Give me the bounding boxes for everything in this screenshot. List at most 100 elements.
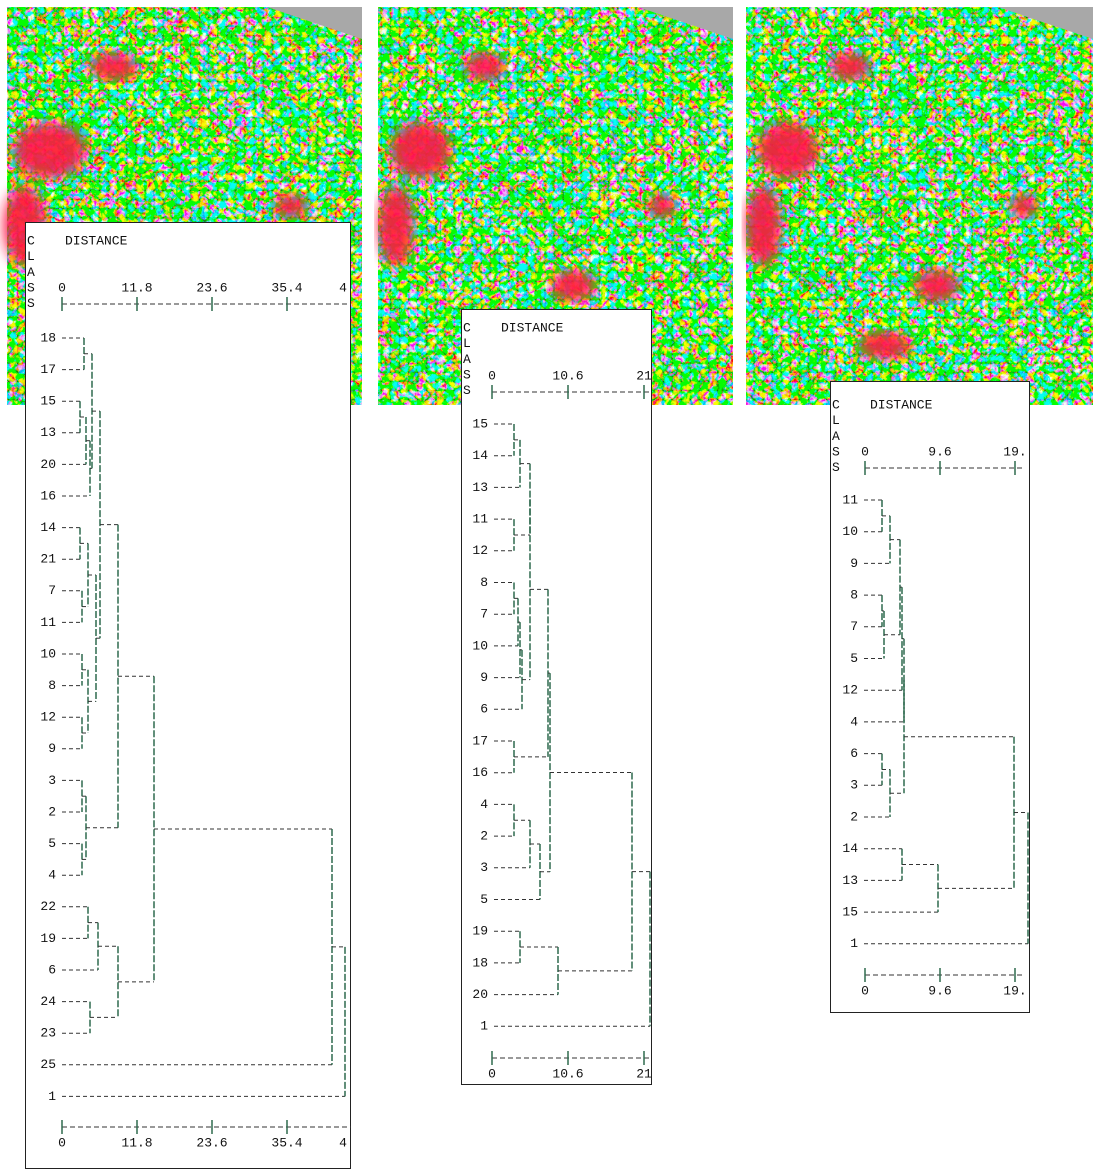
distance-title: DISTANCE <box>65 233 128 248</box>
class-letter: L <box>27 249 35 264</box>
class-letter: C <box>832 397 840 412</box>
axis-tick-label: 10.6 <box>552 368 583 383</box>
class-label: 4 <box>480 797 488 812</box>
class-label: 20 <box>472 987 488 1002</box>
class-label: 14 <box>842 841 858 856</box>
axis-tick-label: 9.6 <box>928 983 951 998</box>
axis-tick-label: 21 <box>636 368 652 383</box>
axis-tick-label: 4 <box>339 280 347 295</box>
class-label: 1 <box>480 1019 488 1034</box>
axis-tick-label: 19. <box>1003 444 1026 459</box>
distance-title: DISTANCE <box>870 397 933 412</box>
class-letter: S <box>463 368 471 383</box>
class-label: 14 <box>40 520 56 535</box>
axis-tick-label: 0 <box>861 983 869 998</box>
class-label: 9 <box>850 556 858 571</box>
class-label: 15 <box>40 394 56 409</box>
red-region <box>1010 194 1038 218</box>
class-label: 17 <box>472 733 488 748</box>
class-letter: S <box>27 296 35 311</box>
axis-tick-label: 23.6 <box>196 1135 227 1150</box>
class-label: 5 <box>850 651 858 666</box>
class-label: 9 <box>48 741 56 756</box>
class-letter: S <box>463 383 471 398</box>
class-label: 11 <box>40 615 56 630</box>
class-label: 19 <box>472 924 488 939</box>
class-letter: A <box>27 265 35 280</box>
axis-tick-label: 9.6 <box>928 444 951 459</box>
class-label: 3 <box>48 773 56 788</box>
red-region <box>551 270 595 302</box>
class-label: 10 <box>40 646 56 661</box>
class-letter: L <box>463 336 471 351</box>
window-frame <box>831 382 1030 1013</box>
class-letter: A <box>463 352 471 367</box>
class-label: 4 <box>48 868 56 883</box>
red-region <box>648 194 676 218</box>
axis-tick-label: 11.8 <box>121 280 152 295</box>
class-label: 23 <box>40 1026 56 1041</box>
class-label: 1 <box>850 936 858 951</box>
class-label: 9 <box>480 670 488 685</box>
class-letter: A <box>832 429 840 444</box>
class-label: 17 <box>40 362 56 377</box>
class-letter: L <box>832 413 840 428</box>
red-region <box>90 53 138 81</box>
class-label: 11 <box>472 512 488 527</box>
screenshot: CLASSDISTANCE011.823.635.44011.823.635.4… <box>0 0 1094 1169</box>
class-label: 3 <box>850 778 858 793</box>
class-label: 12 <box>842 683 858 698</box>
class-letter: S <box>832 445 840 460</box>
class-label: 13 <box>842 873 858 888</box>
red-region <box>391 122 451 178</box>
class-letter: C <box>463 320 471 335</box>
class-label: 22 <box>40 899 56 914</box>
class-letter: S <box>27 281 35 296</box>
axis-tick-label: 35.4 <box>271 280 302 295</box>
class-label: 1 <box>48 1089 56 1104</box>
red-region <box>465 53 505 81</box>
class-label: 15 <box>472 416 488 431</box>
red-region <box>274 194 308 218</box>
class-label: 13 <box>40 425 56 440</box>
class-label: 12 <box>40 710 56 725</box>
class-label: 7 <box>480 607 488 622</box>
class-label: 2 <box>850 809 858 824</box>
class-label: 18 <box>472 955 488 970</box>
class-label: 5 <box>480 892 488 907</box>
class-label: 25 <box>40 1057 56 1072</box>
class-label: 16 <box>40 488 56 503</box>
class-label: 14 <box>472 448 488 463</box>
class-label: 10 <box>472 638 488 653</box>
axis-tick-label: 4 <box>339 1135 347 1150</box>
axis-tick-label: 23.6 <box>196 280 227 295</box>
class-label: 13 <box>472 480 488 495</box>
class-label: 15 <box>842 905 858 920</box>
dendrogram-window: CLASSDISTANCE09.619.09.619.1110987512463… <box>831 382 1030 1013</box>
distance-title: DISTANCE <box>501 320 564 335</box>
class-label: 7 <box>850 619 858 634</box>
window-frame <box>462 310 652 1085</box>
axis-tick-label: 19. <box>1003 983 1026 998</box>
class-label: 8 <box>48 678 56 693</box>
class-label: 3 <box>480 860 488 875</box>
class-label: 24 <box>40 994 56 1009</box>
class-label: 7 <box>48 583 56 598</box>
classified-image <box>745 7 1093 405</box>
red-region <box>745 186 781 266</box>
axis-tick-label: 0 <box>58 280 66 295</box>
class-label: 19 <box>40 931 56 946</box>
class-label: 6 <box>480 702 488 717</box>
class-label: 12 <box>472 543 488 558</box>
class-letter: C <box>27 233 35 248</box>
class-label: 11 <box>842 492 858 507</box>
window-frame <box>26 223 351 1169</box>
axis-tick-label: 0 <box>58 1135 66 1150</box>
axis-tick-label: 11.8 <box>121 1135 152 1150</box>
red-region <box>14 122 86 178</box>
image-noise <box>746 7 1093 405</box>
class-label: 2 <box>480 829 488 844</box>
red-region <box>758 122 818 178</box>
class-label: 20 <box>40 457 56 472</box>
